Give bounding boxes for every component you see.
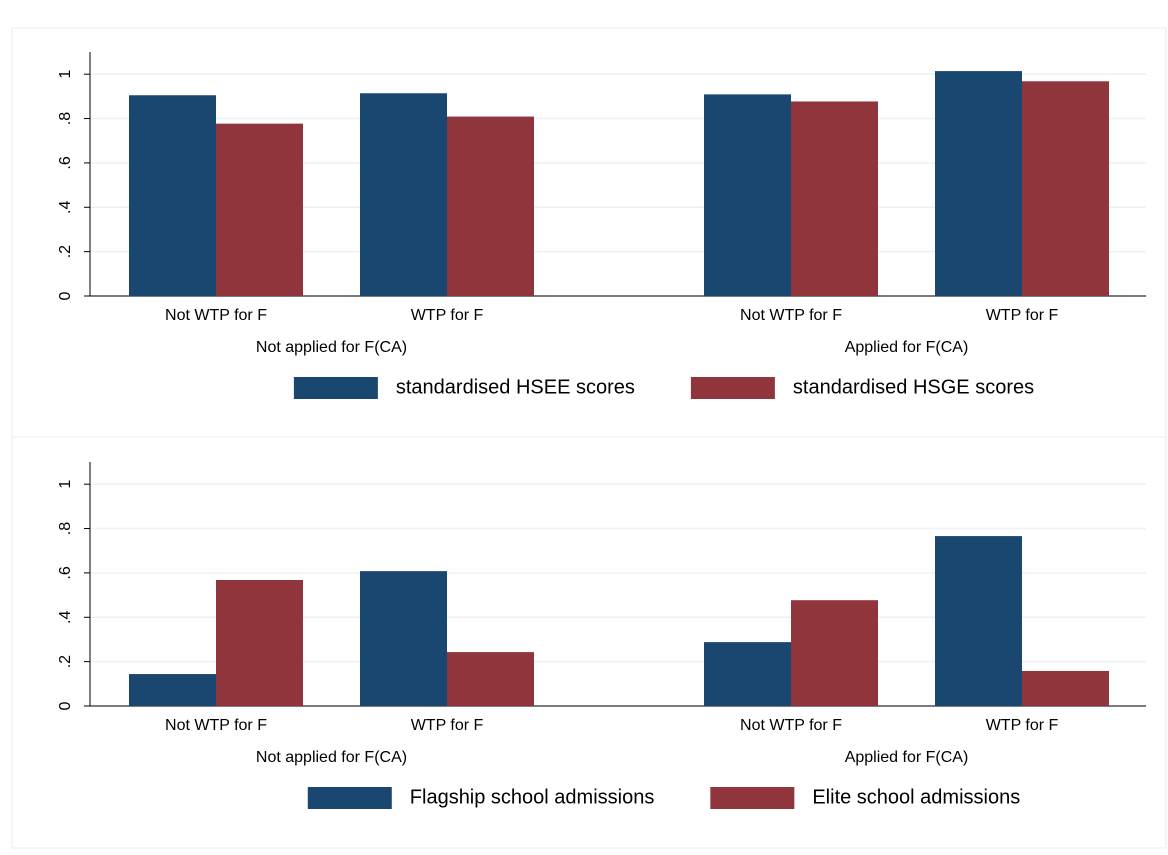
legend-label: Flagship school admissions	[410, 786, 655, 808]
group-label: Not applied for F(CA)	[256, 339, 407, 356]
legend-swatch	[293, 377, 378, 399]
y-tick-label: 1	[57, 70, 74, 79]
y-tick-label: .8	[57, 522, 74, 535]
legend-swatch	[690, 377, 775, 399]
y-tick-label: 0	[57, 701, 74, 710]
y-tick-label: .6	[57, 156, 74, 169]
x-tick-label: WTP for F	[411, 307, 484, 324]
bar	[360, 93, 447, 296]
y-tick-label: .6	[57, 566, 74, 579]
y-tick-label: .4	[57, 200, 74, 213]
x-tick-label: Not WTP for F	[740, 717, 842, 734]
legend-swatch	[710, 787, 795, 809]
bar	[447, 116, 534, 296]
legend-label: Elite school admissions	[812, 786, 1020, 808]
x-tick-label: Not WTP for F	[165, 307, 267, 324]
y-tick-label: 1	[57, 480, 74, 489]
bar	[791, 600, 878, 706]
bar	[216, 123, 303, 296]
y-tick-label: .2	[57, 655, 74, 668]
bar	[129, 674, 216, 706]
y-tick-label: .8	[57, 112, 74, 125]
bar	[360, 571, 447, 706]
group-label: Not applied for F(CA)	[256, 749, 407, 766]
legend-label: standardised HSEE scores	[396, 376, 635, 398]
bar	[704, 94, 791, 296]
x-tick-label: WTP for F	[411, 717, 484, 734]
bar	[1022, 670, 1109, 706]
bar	[704, 642, 791, 706]
bar	[935, 71, 1022, 297]
group-label: Applied for F(CA)	[845, 749, 969, 766]
y-tick-label: .2	[57, 245, 74, 258]
bar	[1022, 81, 1109, 296]
y-tick-label: .4	[57, 610, 74, 623]
bar	[129, 95, 216, 296]
x-tick-label: Not WTP for F	[165, 717, 267, 734]
bar	[935, 536, 1022, 706]
frame	[11, 27, 1167, 849]
bar	[447, 652, 534, 706]
bar	[216, 580, 303, 706]
x-tick-label: WTP for F	[986, 717, 1059, 734]
x-tick-label: WTP for F	[986, 307, 1059, 324]
legend-swatch	[307, 787, 392, 809]
group-label: Applied for F(CA)	[845, 339, 969, 356]
x-tick-label: Not WTP for F	[740, 307, 842, 324]
y-tick-label: 0	[57, 291, 74, 300]
bar	[791, 101, 878, 296]
legend-label: standardised HSGE scores	[793, 376, 1034, 398]
